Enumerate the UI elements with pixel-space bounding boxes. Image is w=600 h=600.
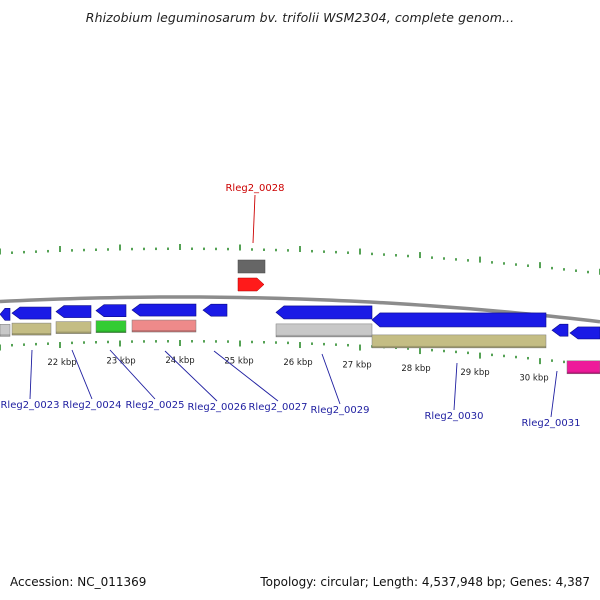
feature-block-green-0026-shade [96, 330, 126, 333]
cds-arrow-0023 [0, 307, 11, 321]
feature-block-magenta-0031 [566, 360, 600, 375]
inner-tick-track [0, 340, 600, 371]
gene-label-Rleg2_0029[interactable]: Rleg2_0029 [310, 405, 369, 416]
feature-block-gray-edge [0, 324, 11, 337]
kbp-label: 25 kbp [224, 356, 253, 366]
feature-block-magenta-0031-shade [567, 371, 600, 374]
gene-label-layer: Rleg2_0023 Rleg2_0024 Rleg2_0025 Rleg2_0026… [0, 183, 580, 429]
gene-label-Rleg2_0023[interactable]: Rleg2_0023 [0, 400, 59, 411]
kbp-label: 28 kbp [401, 364, 430, 374]
genome-summary: Topology: circular; Length: 4,537,948 bp… [260, 575, 590, 589]
page-title: Rhizobium leguminosarum bv. trifolii WSM… [85, 10, 515, 25]
gene-label-Rleg2_0026[interactable]: Rleg2_0026 [187, 402, 246, 413]
feature-block-khaki-0024-shade [12, 333, 51, 336]
cds-arrow-0024 [11, 306, 52, 320]
leader-line-Rleg2_0026 [164, 350, 218, 402]
gene-label-Rleg2_0024[interactable]: Rleg2_0024 [62, 400, 121, 411]
gene-label-Rleg2_0031[interactable]: Rleg2_0031 [521, 418, 580, 429]
kbp-label: 29 kbp [460, 368, 489, 378]
feature-block-gray-0029 [275, 323, 373, 338]
cds-arrow-0027b [202, 303, 228, 317]
leader-line-Rleg2_0031 [550, 370, 558, 418]
cds-arrow-0029 [275, 305, 373, 320]
leader-line-Rleg2_0024 [71, 349, 93, 400]
kbp-label: 22 kbp [47, 358, 76, 368]
accession-label: Accession: NC_011369 [10, 575, 147, 589]
feature-block-green-0026 [95, 320, 127, 333]
cds-arrow-0030 [371, 312, 547, 328]
cds-arrow-0026 [95, 304, 127, 317]
genome-backbone [0, 295, 600, 324]
leader-line-Rleg2_0029 [321, 353, 341, 405]
gene-label-Rleg2_0030[interactable]: Rleg2_0030 [424, 411, 483, 422]
leader-line-Rleg2_0025 [109, 349, 156, 400]
leader-line-Rleg2_0027 [213, 350, 279, 402]
kbp-scale: 22 kbp 23 kbp 24 kbp 25 kbp 26 kbp 27 kbp 28 k… [47, 356, 548, 384]
feature-block-khaki-0030-shade [372, 345, 546, 348]
feature-block-gray-edge-shade [0, 334, 10, 337]
feature-block-darkgray-0028 [237, 259, 266, 274]
feature-block-salmon-0027-shade [132, 330, 196, 333]
feature-block-khaki-0024 [11, 322, 52, 336]
cds-arrow-0031a [551, 323, 569, 337]
leader-line-Rleg2_0028 [252, 194, 256, 244]
cds-arrow-0028 [237, 277, 265, 292]
gene-label-Rleg2_0027[interactable]: Rleg2_0027 [248, 402, 307, 413]
outer-tick-track [0, 244, 600, 275]
leader-line-Rleg2_0023 [29, 349, 33, 400]
gene-label-Rleg2_0025[interactable]: Rleg2_0025 [125, 400, 184, 411]
cds-arrow-0027 [131, 303, 197, 317]
feature-block-khaki-0025 [55, 321, 92, 334]
feature-block-gray-0029-shade [276, 334, 372, 337]
gene-label-Rleg2_0028[interactable]: Rleg2_0028 [225, 183, 284, 194]
kbp-label: 24 kbp [165, 356, 194, 366]
feature-block-khaki-0030 [371, 334, 547, 349]
leader-line-Rleg2_0030 [453, 362, 458, 411]
feature-block-khaki-0025-shade [56, 331, 91, 334]
cds-arrow-0025 [55, 305, 92, 318]
feature-track [0, 259, 600, 375]
kbp-label: 30 kbp [519, 374, 548, 384]
kbp-label: 27 kbp [342, 360, 371, 370]
kbp-label: 26 kbp [283, 358, 312, 368]
cds-arrow-0031b [569, 326, 600, 340]
feature-block-salmon-0027 [131, 319, 197, 333]
